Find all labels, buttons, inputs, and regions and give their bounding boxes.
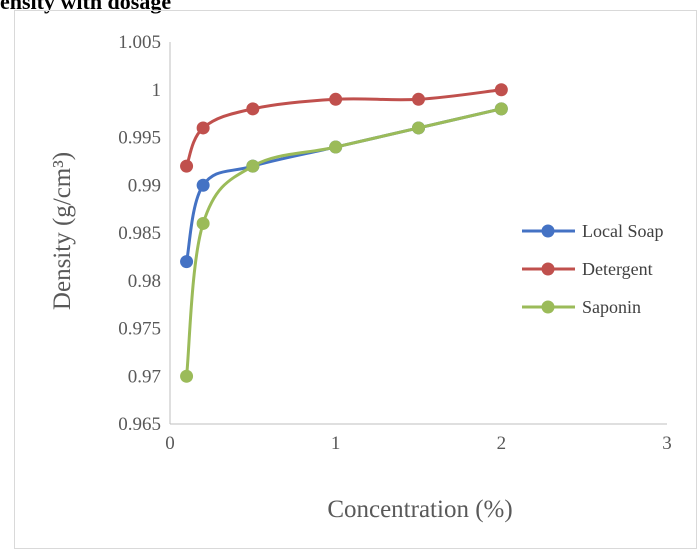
data-point-saponin (494, 102, 508, 116)
x-tick-label: 0 (165, 433, 175, 454)
data-point-saponin (180, 369, 194, 383)
data-point-saponin (196, 216, 210, 230)
legend-label: Detergent (582, 259, 653, 279)
data-point-local-soap (196, 178, 210, 192)
series-line-saponin (185, 107, 502, 377)
data-point-detergent (196, 121, 210, 135)
legend: Local Soap Detergent Saponin (522, 221, 663, 317)
legend-swatch-marker (541, 262, 555, 276)
y-tick-labels: 0.965 0.97 0.975 0.98 0.985 0.99 0.995 1 1.005 (118, 32, 161, 435)
y-tick-label: 0.985 (118, 223, 161, 244)
y-tick-label: 0.975 (118, 319, 161, 340)
y-tick-label: 0.98 (128, 271, 161, 292)
legend-label: Saponin (582, 297, 641, 317)
series-detergent (180, 83, 508, 173)
legend-swatch-marker (541, 224, 555, 238)
y-tick-label: 0.965 (118, 414, 161, 435)
series-line-local-soap (185, 107, 502, 262)
x-tick-labels: 0 1 2 3 (165, 433, 672, 454)
series-saponin (180, 102, 508, 383)
series-layer (180, 83, 508, 383)
x-tick-label: 2 (497, 433, 507, 454)
y-tick-label: 1.005 (118, 32, 161, 53)
x-axis-label: Concentration (%) (327, 496, 512, 523)
x-tick-label: 3 (662, 433, 672, 454)
y-tick-label: 0.995 (118, 128, 161, 149)
series-local-soap (180, 102, 508, 269)
data-point-saponin (412, 121, 425, 135)
data-point-detergent (494, 83, 508, 97)
data-point-detergent (329, 92, 343, 106)
data-point-saponin (246, 159, 260, 173)
y-tick-label: 0.99 (128, 175, 161, 196)
legend-item-saponin: Saponin (522, 297, 641, 317)
legend-item-detergent: Detergent (522, 259, 653, 279)
data-point-detergent (180, 159, 194, 173)
legend-item-local-soap: Local Soap (522, 221, 663, 241)
data-point-detergent (246, 102, 260, 116)
data-point-saponin (329, 140, 343, 154)
legend-label: Local Soap (582, 221, 663, 241)
y-tick-label: 1 (152, 80, 162, 101)
y-tick-label: 0.97 (128, 366, 161, 387)
series-line-detergent (185, 88, 502, 167)
x-tick-label: 1 (331, 433, 341, 454)
chart-frame (14, 10, 697, 549)
legend-swatch-marker (541, 300, 555, 314)
y-axis-label: Density (g/cm³) (49, 152, 76, 310)
data-point-detergent (412, 92, 425, 106)
data-point-local-soap (180, 255, 194, 269)
